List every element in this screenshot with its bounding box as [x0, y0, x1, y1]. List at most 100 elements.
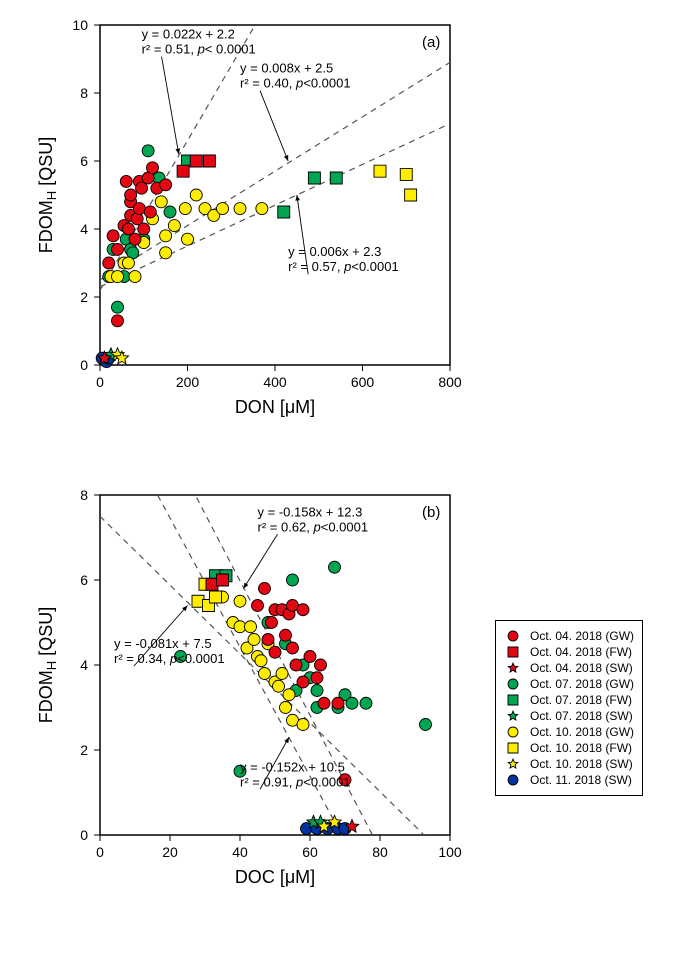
legend-swatch-icon [504, 693, 522, 707]
x-tick-label: 20 [162, 844, 178, 860]
data-point-red_circle [147, 162, 159, 174]
y-tick-label: 8 [80, 85, 88, 101]
data-point-green_square [330, 172, 342, 184]
legend-label: Oct. 07. 2018 (SW) [530, 709, 633, 723]
trend-annotation: r² = 0.34, p<0.0001 [114, 651, 225, 666]
data-point-red_circle [304, 651, 316, 663]
legend-item: Oct. 04. 2018 (SW) [504, 661, 634, 675]
data-point-red_square [190, 155, 202, 167]
x-tick-label: 400 [263, 374, 287, 390]
data-point-red_circle [280, 629, 292, 641]
data-point-yellow_circle [255, 655, 267, 667]
trend-annotation: y = -0.158x + 12.3 [258, 504, 363, 519]
legend-label: Oct. 04. 2018 (GW) [530, 629, 634, 643]
panel-tag: (a) [422, 34, 440, 51]
data-point-red_square [177, 165, 189, 177]
x-tick-label: 0 [96, 844, 104, 860]
data-point-green_circle [112, 301, 124, 313]
trend-annotation: y = -0.081x + 7.5 [114, 636, 212, 651]
data-point-yellow_circle [256, 203, 268, 215]
data-point-green_circle [164, 206, 176, 218]
trend-annotation: y = 0.006x + 2.3 [288, 244, 381, 259]
legend-item: Oct. 10. 2018 (SW) [504, 757, 634, 771]
data-point-yellow_circle [129, 271, 141, 283]
data-point-yellow_circle [297, 719, 309, 731]
legend-item: Oct. 07. 2018 (SW) [504, 709, 634, 723]
data-point-yellow_circle [280, 702, 292, 714]
y-tick-label: 6 [80, 153, 88, 169]
legend-label: Oct. 10. 2018 (FW) [530, 741, 632, 755]
data-point-red_circle [269, 646, 281, 658]
data-point-green_square [278, 206, 290, 218]
trend-annotation: y = -0.152x + 10.5 [240, 759, 345, 774]
trend-annotation: r² = 0.57, p<0.0001 [288, 259, 399, 274]
legend-label: Oct. 10. 2018 (SW) [530, 757, 633, 771]
data-point-red_circle [120, 175, 132, 187]
legend-swatch-icon [504, 741, 522, 755]
data-point-red_circle [138, 223, 150, 235]
trend-annotation: r² = 0.91, p<0.0001 [240, 774, 351, 789]
legend-label: Oct. 10. 2018 (GW) [530, 725, 634, 739]
legend-swatch-icon [504, 629, 522, 643]
data-point-green_circle [329, 561, 341, 573]
data-point-red_circle [259, 583, 271, 595]
legend-swatch-icon [504, 645, 522, 659]
data-point-red_circle [107, 230, 119, 242]
data-point-red_circle [262, 634, 274, 646]
data-point-yellow_circle [182, 233, 194, 245]
legend-item: Oct. 10. 2018 (GW) [504, 725, 634, 739]
data-point-red_circle [297, 676, 309, 688]
legend-item: Oct. 11. 2018 (SW) [504, 773, 634, 787]
legend: Oct. 04. 2018 (GW) Oct. 04. 2018 (FW) Oct.… [495, 620, 643, 796]
legend-swatch-icon [504, 757, 522, 771]
y-tick-label: 0 [80, 827, 88, 843]
y-tick-label: 4 [80, 221, 88, 237]
data-point-red_circle [266, 617, 278, 629]
data-point-red_circle [252, 600, 264, 612]
data-point-red_circle [160, 179, 172, 191]
data-point-green_circle [346, 697, 358, 709]
legend-swatch-icon [504, 725, 522, 739]
data-point-green_circle [360, 697, 372, 709]
legend-item: Oct. 04. 2018 (GW) [504, 629, 634, 643]
data-point-green_circle [287, 574, 299, 586]
data-point-red_circle [318, 697, 330, 709]
data-point-yellow_square [400, 169, 412, 181]
data-point-green_square [308, 172, 320, 184]
data-point-red_circle [125, 189, 137, 201]
data-point-yellow_circle [234, 203, 246, 215]
data-point-yellow_circle [245, 621, 257, 633]
y-tick-label: 10 [72, 17, 88, 33]
data-point-green_circle [142, 145, 154, 157]
data-point-yellow_circle [248, 634, 260, 646]
data-point-red_circle [144, 206, 156, 218]
data-point-yellow_circle [259, 668, 271, 680]
data-point-red_circle [290, 659, 302, 671]
data-point-yellow_circle [283, 689, 295, 701]
panel-tag: (b) [422, 504, 440, 521]
x-tick-label: 600 [351, 374, 375, 390]
y-axis-label: FDOMH [QSU] [36, 607, 59, 723]
y-tick-label: 2 [80, 742, 88, 758]
trend-annotation: y = 0.008x + 2.5 [240, 61, 333, 76]
data-point-yellow_circle [276, 668, 288, 680]
data-point-red_circle [311, 672, 323, 684]
x-tick-label: 100 [438, 844, 462, 860]
data-point-red_circle [297, 604, 309, 616]
data-point-yellow_circle [112, 271, 124, 283]
x-tick-label: 40 [232, 844, 248, 860]
data-point-yellow_square [405, 189, 417, 201]
data-point-red_circle [103, 257, 115, 269]
data-point-red_circle [287, 642, 299, 654]
data-point-yellow_square [374, 165, 386, 177]
legend-item: Oct. 07. 2018 (GW) [504, 677, 634, 691]
legend-label: Oct. 04. 2018 (FW) [530, 645, 632, 659]
x-axis-label: DOC [μM] [235, 867, 315, 887]
data-point-yellow_circle [217, 203, 229, 215]
data-point-yellow_circle [190, 189, 202, 201]
trend-annotation: r² = 0.40, p<0.0001 [240, 76, 351, 91]
data-point-red_square [203, 155, 215, 167]
data-point-green_circle [420, 719, 432, 731]
trend-annotation: y = 0.022x + 2.2 [142, 27, 235, 42]
legend-label: Oct. 04. 2018 (SW) [530, 661, 633, 675]
